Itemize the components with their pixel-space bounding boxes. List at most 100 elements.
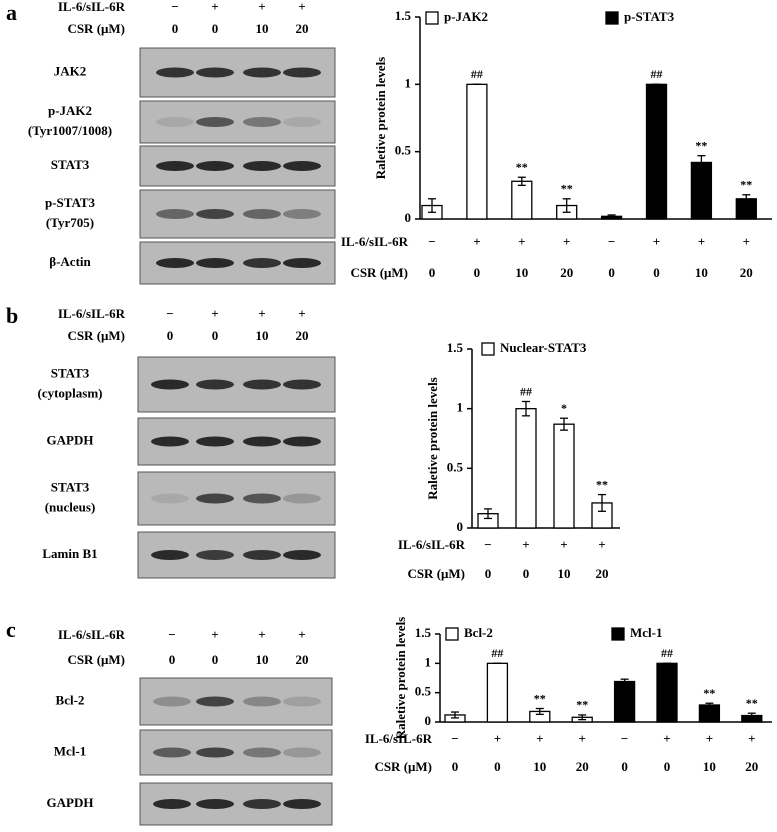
condition-value: −: [166, 306, 173, 321]
condition-value: 10: [256, 21, 269, 36]
band: [196, 161, 234, 171]
blot-label: p-STAT3: [45, 195, 96, 210]
band: [196, 493, 234, 504]
band: [243, 161, 281, 171]
band: [243, 67, 281, 78]
condition-value: 20: [296, 652, 309, 667]
significance-label: ##: [661, 646, 673, 660]
condition-label: IL-6/sIL-6R: [58, 0, 126, 14]
band: [196, 379, 234, 390]
significance-label: **: [516, 160, 528, 174]
band: [151, 550, 189, 560]
panel-label: c: [6, 617, 16, 642]
band: [243, 550, 281, 560]
x-tick-label: 10: [533, 759, 546, 774]
x-tick-label: −: [621, 731, 628, 746]
blot-label: β-Actin: [49, 254, 91, 269]
condition-value: 20: [296, 328, 309, 343]
x-row-label: CSR (μM): [374, 759, 432, 774]
condition-label: IL-6/sIL-6R: [58, 306, 126, 321]
band: [283, 379, 321, 390]
band: [283, 117, 321, 127]
bar: [511, 180, 533, 220]
x-tick-label: +: [563, 234, 570, 249]
band: [156, 161, 194, 171]
condition-value: 0: [169, 652, 176, 667]
band: [156, 117, 194, 127]
band: [153, 696, 191, 707]
band: [151, 493, 189, 504]
legend-label: Bcl-2: [464, 625, 493, 640]
x-tick-label: 20: [740, 265, 753, 280]
x-tick-label: +: [653, 234, 660, 249]
blot-label: GAPDH: [47, 795, 94, 810]
condition-value: −: [168, 627, 175, 642]
panel-label: b: [6, 303, 18, 328]
x-tick-label: +: [518, 234, 525, 249]
band: [153, 747, 191, 758]
significance-label: **: [534, 691, 546, 705]
blot-label: STAT3: [51, 365, 90, 380]
x-tick-label: 0: [494, 759, 501, 774]
error-bar: [598, 493, 606, 512]
x-tick-label: 0: [621, 759, 628, 774]
bar: [613, 680, 636, 723]
condition-value: +: [258, 0, 265, 14]
band: [243, 696, 281, 707]
y-tick-label: 0: [457, 519, 464, 534]
y-tick-label: 0.5: [447, 459, 464, 474]
band: [243, 436, 281, 447]
band: [196, 696, 234, 707]
bar: [645, 83, 668, 220]
error-bar: [560, 417, 568, 431]
x-tick-label: +: [578, 731, 585, 746]
band: [283, 696, 321, 707]
legend-swatch: [445, 627, 459, 641]
blot-image: [139, 100, 336, 144]
bar: [486, 662, 509, 723]
bar: [553, 423, 575, 529]
band: [151, 379, 189, 390]
band: [196, 747, 234, 758]
band: [196, 550, 234, 560]
condition-value: +: [298, 627, 305, 642]
legend-swatch: [425, 11, 439, 25]
condition-value: 0: [167, 328, 174, 343]
blot-label: Mcl-1: [54, 743, 86, 758]
band: [196, 117, 234, 127]
x-tick-label: +: [536, 731, 543, 746]
significance-label: **: [576, 698, 588, 712]
error-bar: [522, 400, 530, 417]
band: [243, 258, 281, 268]
error-bar: [535, 707, 544, 716]
legend-label: p-STAT3: [624, 9, 675, 24]
legend-swatch: [605, 11, 619, 25]
condition-value: +: [298, 0, 305, 14]
y-tick-label: 0.5: [415, 684, 432, 699]
x-tick-label: 20: [560, 265, 573, 280]
error-bar: [705, 702, 714, 708]
x-tick-label: 10: [695, 265, 708, 280]
blot-label: (Tyr1007/1008): [28, 123, 112, 138]
x-tick-label: −: [608, 234, 615, 249]
condition-value: 20: [296, 21, 309, 36]
error-bar: [578, 714, 587, 721]
bar: [466, 83, 488, 220]
error-bar: [697, 155, 706, 170]
x-tick-label: 10: [558, 566, 571, 581]
x-tick-label: 0: [452, 759, 459, 774]
band: [283, 161, 321, 171]
bar: [698, 704, 721, 723]
condition-value: 0: [212, 21, 219, 36]
significance-label: **: [695, 138, 707, 152]
blot-label: Lamin B1: [42, 546, 97, 561]
y-tick-label: 1: [405, 75, 412, 90]
x-tick-label: 10: [515, 265, 528, 280]
condition-value: 0: [212, 652, 219, 667]
band: [243, 117, 281, 127]
error-bar: [747, 712, 756, 719]
legend-swatch: [481, 342, 495, 356]
error-bar: [517, 176, 526, 186]
x-tick-label: 0: [485, 566, 492, 581]
blot-label: p-JAK2: [48, 103, 92, 118]
